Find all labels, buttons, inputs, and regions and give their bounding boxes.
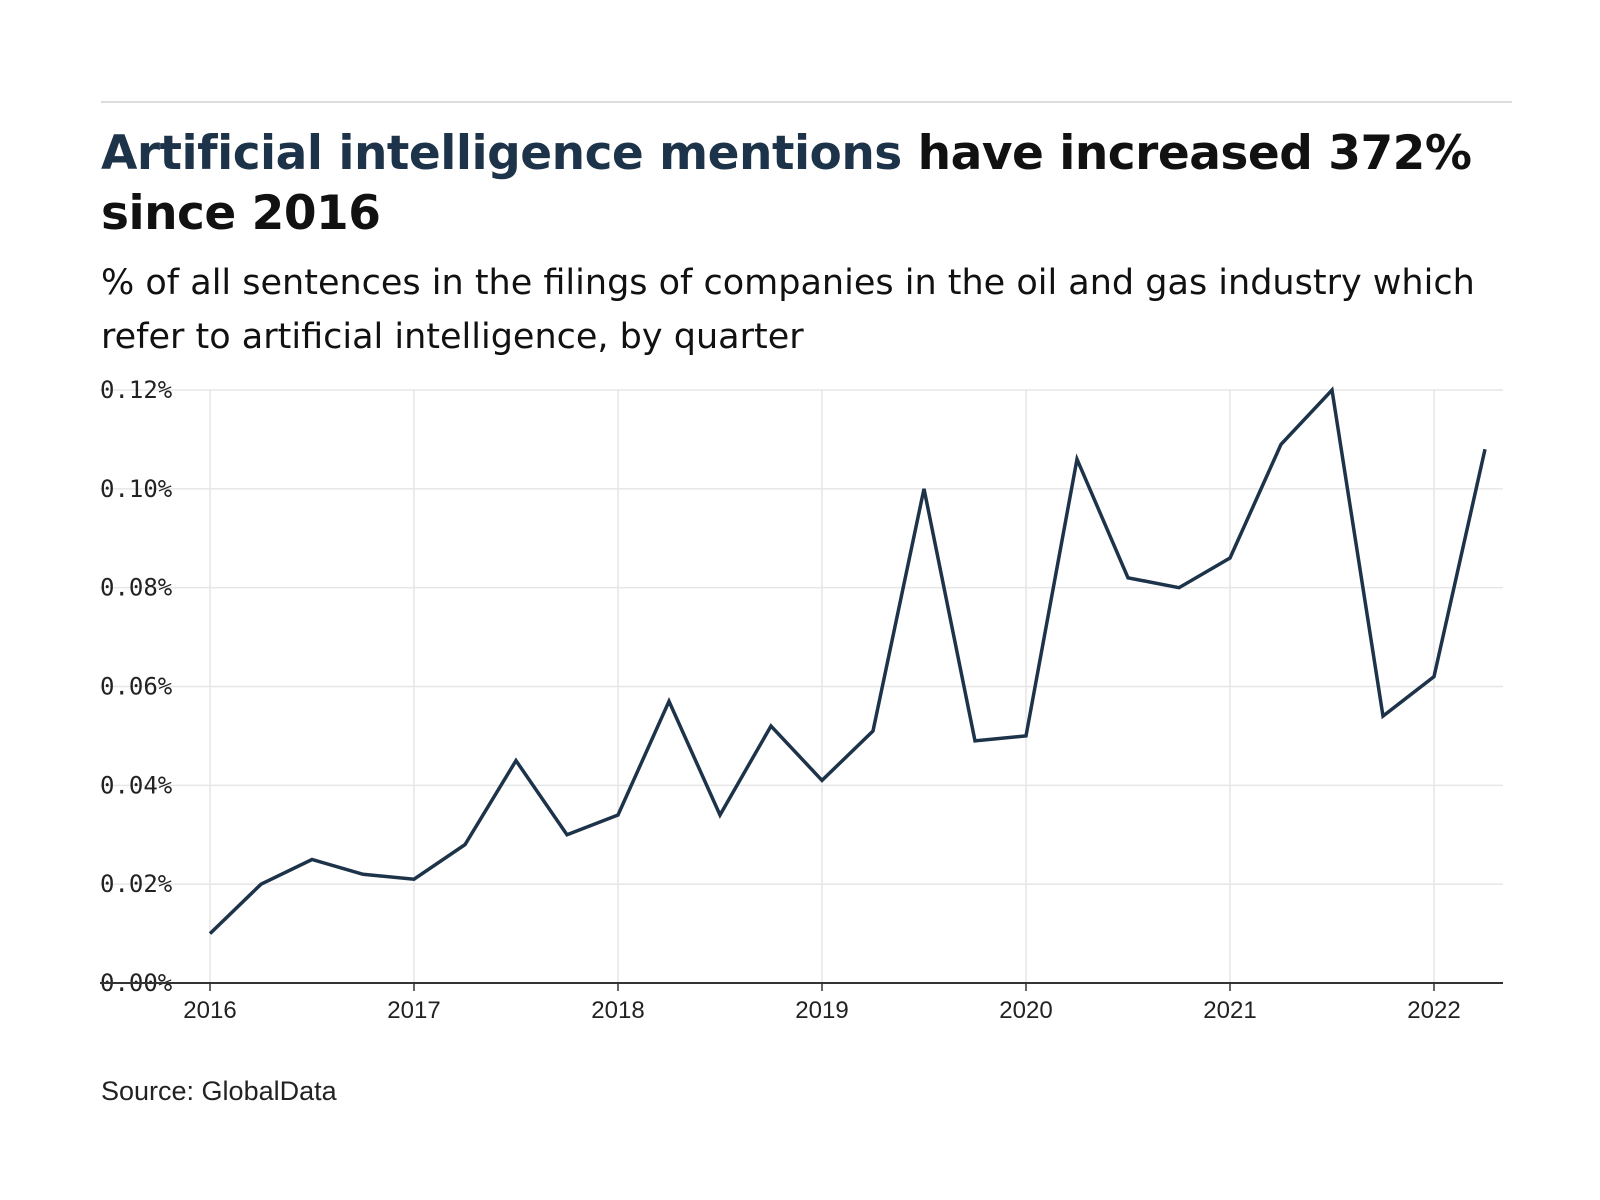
chart-title: Artificial intelligence mentions have in… [101, 124, 1521, 244]
x-tick-label: 2018 [591, 997, 644, 1024]
y-tick-label: 0.06% [100, 673, 173, 701]
y-tick-label: 0.02% [100, 870, 173, 898]
series-layer [208, 386, 1487, 935]
chart-subtitle: % of all sentences in the filings of com… [101, 263, 1475, 357]
x-tick-label: 2019 [795, 997, 848, 1024]
title-highlight: Artificial intelligence mentions [101, 126, 902, 181]
grid-lines [100, 389, 1503, 983]
title-rest: have increased 372% since 2016 [101, 126, 1472, 241]
x-tick-label: 2021 [1203, 997, 1256, 1024]
x-tick-label: 2016 [183, 997, 236, 1024]
series-line [208, 386, 1487, 935]
y-tick-label: 0.08% [100, 574, 173, 602]
axes: 0.00%0.02%0.04%0.06%0.08%0.10%0.12%2016 2… [100, 376, 1503, 1024]
y-tick-label: 0.10% [100, 475, 173, 503]
y-tick-label: 0.12% [100, 376, 173, 404]
x-tick-label: 2020 [999, 997, 1052, 1024]
top-divider [101, 101, 1512, 103]
x-tick-label: 2017 [387, 997, 440, 1024]
source-note: Source: GlobalData [101, 1076, 337, 1106]
x-tick-label: 2022 [1407, 997, 1460, 1024]
y-tick-label: 0.04% [100, 771, 173, 799]
